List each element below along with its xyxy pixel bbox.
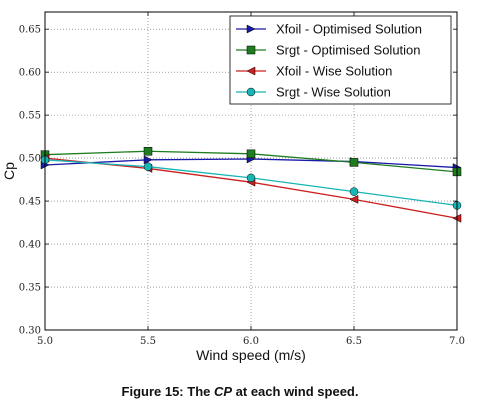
data-point: [246, 149, 256, 159]
y-tick-label: 0.65: [19, 25, 41, 36]
plot-frame: [44, 11, 458, 331]
legend-box: [229, 15, 452, 105]
legend-label: Xfoil - Wise Solution: [276, 64, 392, 79]
data-point: [349, 187, 359, 196]
y-tick-label: 0.30: [19, 326, 41, 337]
caption-prefix: Figure 15: The: [121, 384, 214, 399]
legend-item: Xfoil - Optimised Solution: [236, 22, 422, 37]
y-tick-label: 0.35: [19, 283, 41, 294]
caption-emphasis: CP: [213, 384, 233, 399]
legend-label: Xfoil - Optimised Solution: [276, 22, 422, 37]
caption-suffix: at each wind speed.: [232, 384, 359, 399]
legend-item: Srgt - Wise Solution: [236, 85, 391, 100]
legend-item: Srgt - Optimised Solution: [236, 43, 421, 58]
data-point: [246, 173, 256, 183]
legend-marker: [246, 66, 256, 76]
x-tick-label: 7.0: [449, 336, 465, 347]
y-tick-label: 0.50: [19, 154, 41, 165]
data-point: [143, 155, 153, 165]
data-point: [143, 162, 153, 171]
legend-label: Srgt - Wise Solution: [276, 85, 391, 100]
data-point: [143, 146, 153, 156]
x-axis-label: Wind speed (m/s): [196, 347, 306, 363]
x-tick-label: 5.0: [37, 336, 53, 347]
x-tick-label: 5.5: [140, 336, 156, 347]
y-axis-label: Cp: [1, 162, 17, 180]
legend-marker: [246, 24, 256, 34]
y-tick-label: 0.55: [19, 111, 41, 122]
legend-item: Xfoil - Wise Solution: [236, 64, 392, 79]
figure-caption: Figure 15: The CP at each wind speed.: [0, 384, 480, 399]
y-tick-label: 0.45: [19, 197, 41, 208]
data-point: [349, 158, 359, 167]
legend-marker: [246, 45, 256, 55]
legend-label: Srgt - Optimised Solution: [276, 43, 421, 58]
line-chart: 5.0 5.5 6.0 6.5 7.0 0.30 0.35 0.40 0.45 0.50 0.55 0…: [1, 11, 465, 363]
x-tick-label: 6.0: [243, 336, 259, 347]
x-tick-label: 6.5: [346, 336, 362, 347]
legend: Xfoil - Optimised Solution Srgt - Optimis…: [229, 15, 452, 105]
legend-marker: [246, 87, 256, 97]
data-point: [349, 194, 359, 204]
y-tick-label: 0.60: [19, 68, 41, 79]
y-tick-label: 0.40: [19, 240, 41, 251]
